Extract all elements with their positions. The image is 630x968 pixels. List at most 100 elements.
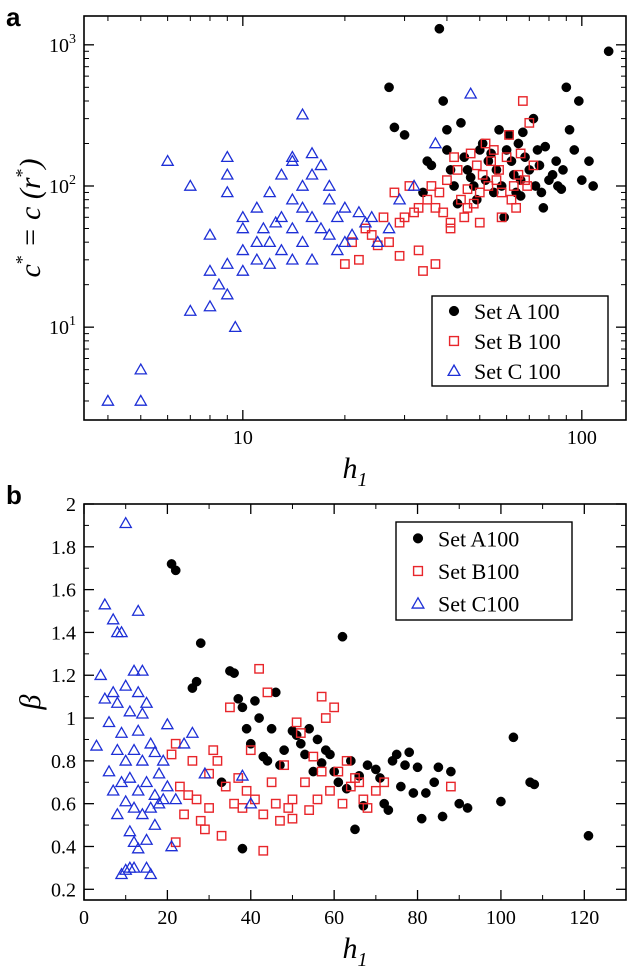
data-point: [131, 723, 145, 736]
data-point: [576, 175, 587, 185]
data-point: [426, 181, 437, 191]
data-point: [123, 824, 137, 837]
y-axis-title: β: [14, 694, 47, 710]
data-point: [430, 259, 441, 269]
series-1: [384, 23, 614, 223]
data-point: [308, 751, 319, 762]
data-point: [237, 843, 248, 854]
data-point: [488, 145, 499, 155]
data-point: [266, 777, 277, 788]
data-point: [333, 766, 344, 777]
data-point: [216, 830, 227, 841]
legend-marker: [448, 335, 460, 347]
data-point: [160, 717, 175, 730]
data-point: [426, 160, 437, 171]
y-axis-title-c: c: [14, 264, 47, 277]
data-point: [241, 723, 252, 734]
data-point: [106, 783, 120, 796]
data-point: [285, 221, 300, 234]
data-point: [314, 221, 328, 234]
data-point: [110, 807, 125, 820]
data-point: [170, 565, 181, 576]
data-point: [244, 796, 258, 809]
data-point: [504, 130, 514, 140]
data-point: [382, 221, 396, 234]
data-point: [106, 685, 120, 698]
data-point: [337, 798, 348, 809]
data-point: [371, 235, 385, 248]
data-point: [179, 809, 189, 820]
data-point: [338, 200, 352, 213]
data-point: [148, 745, 162, 758]
data-point: [135, 753, 150, 766]
data-point: [127, 743, 141, 756]
data-point: [262, 756, 273, 766]
legend-marker: [412, 533, 424, 544]
legend-marker: [410, 596, 426, 609]
data-point: [262, 687, 273, 698]
data-point: [413, 202, 424, 213]
data-point: [308, 766, 319, 777]
y-axis-title-eq: = c (r: [14, 177, 47, 255]
data-point: [241, 785, 252, 796]
data-point: [123, 704, 137, 717]
data-point: [274, 243, 289, 256]
data-point: [316, 758, 327, 768]
legend-frame: [395, 521, 573, 621]
data-point: [434, 187, 445, 198]
data-point: [329, 702, 340, 713]
data-point: [517, 96, 528, 106]
data-point: [400, 760, 410, 770]
y-tick-label: 103: [49, 32, 76, 57]
data-point: [287, 794, 298, 805]
x-tick-label: 0: [79, 907, 89, 929]
data-point: [268, 215, 283, 228]
series-2: [339, 96, 539, 276]
y-tick-label: 0.2: [51, 879, 76, 901]
data-point: [295, 235, 310, 248]
data-point: [118, 863, 133, 875]
data-point: [127, 835, 141, 848]
y-tick-label: 2: [66, 494, 76, 516]
data-point: [118, 794, 133, 807]
data-point: [350, 824, 360, 835]
data-point: [434, 23, 445, 34]
data-point: [569, 145, 580, 155]
data-point: [396, 781, 406, 792]
data-point: [494, 124, 504, 135]
data-point: [102, 715, 116, 728]
data-point: [330, 243, 345, 256]
data-point: [389, 122, 400, 133]
data-point: [195, 815, 206, 826]
data-point: [529, 779, 540, 790]
x-axis-title-sub: 1: [358, 469, 368, 491]
y-axis-title-star2: *: [12, 168, 32, 177]
data-points: [89, 516, 594, 880]
data-point: [131, 685, 145, 698]
data-point: [295, 200, 310, 213]
data-point: [169, 792, 183, 805]
data-point: [118, 679, 133, 691]
x-tick-label: 40: [241, 907, 261, 929]
x-axis-title: h1: [343, 452, 368, 491]
data-point: [528, 160, 539, 171]
data-point: [389, 187, 400, 198]
data-point: [143, 867, 158, 880]
data-point: [295, 107, 310, 120]
data-point: [134, 362, 148, 375]
data-point: [191, 676, 202, 687]
data-point: [148, 788, 162, 800]
x-tick-label: 10: [233, 427, 253, 449]
x-axis-title-main: h: [343, 932, 358, 965]
data-point: [462, 202, 473, 213]
data-point: [442, 175, 452, 186]
x-tick-label: 80: [408, 907, 428, 929]
data-point: [573, 96, 584, 106]
data-point: [266, 723, 277, 734]
plot-frame: [83, 503, 627, 901]
x-tick-label: 60: [324, 907, 344, 929]
data-point: [203, 264, 217, 276]
y-tick-label: 102: [49, 173, 76, 198]
data-point: [508, 181, 519, 191]
data-point: [274, 210, 289, 223]
